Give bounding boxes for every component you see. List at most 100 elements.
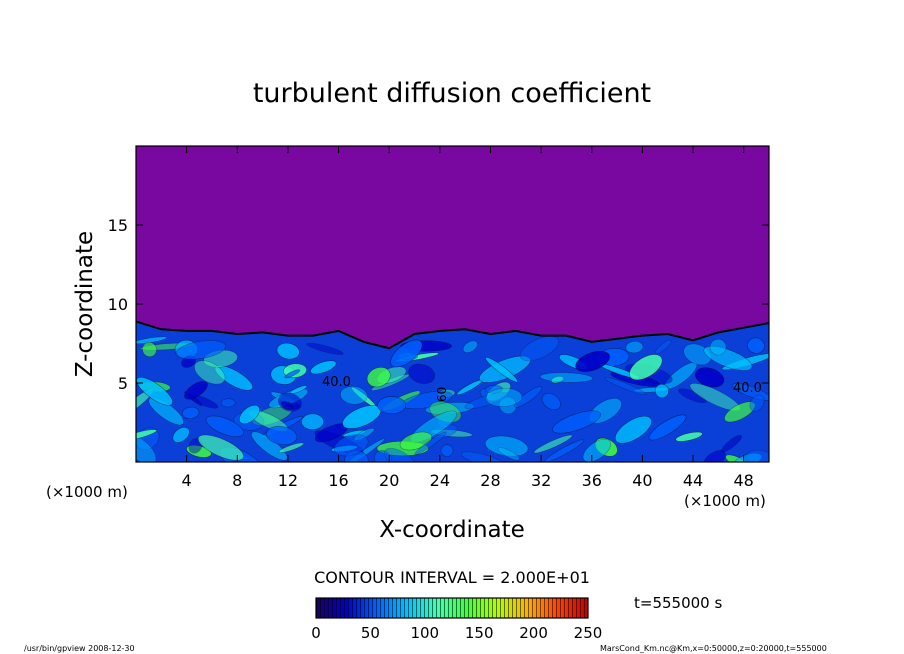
eddy-patch [702,450,726,462]
x-tick-label: 24 [430,471,450,490]
eddy-patch [461,451,507,462]
contour-interval: CONTOUR INTERVAL = 2.000E+01 [314,568,590,587]
colorbar-ticks: 0 50 100 150 200 250 [311,624,602,642]
eddy-patch [374,450,392,462]
eddy-patch [194,360,226,385]
x-tick-label: 32 [531,471,551,490]
eddy-patch [497,447,520,461]
eddy-patch [484,435,529,457]
eddy-patch [648,414,687,441]
eddy-patch [278,442,305,453]
eddy-patch [214,365,253,391]
eddy-patch [655,339,672,354]
eddy-patch [514,386,543,408]
eddy-patch [582,438,612,462]
contour-label: 60 [435,387,449,402]
x-tick-label: 12 [278,471,298,490]
y-axis-ticks: 5 10 15 [108,216,769,393]
eddy-patch [464,392,509,409]
eddy-patch [266,425,298,445]
eddy-patch [629,354,663,381]
eddy-patch [220,398,236,408]
colorbar-frame [315,597,589,619]
eddy-patch [281,401,294,410]
eddy-patch [533,434,573,454]
x-tick-label: 48 [734,471,754,490]
colorbar-tick-label: 100 [410,624,439,642]
eddy-patch [136,429,158,442]
eddy-patch [276,342,300,360]
eddy-patch [732,452,763,462]
eddy-patch [366,367,391,388]
eddy-patch [749,394,765,412]
plot-area [136,146,769,462]
eddy-patch [695,367,725,388]
eddy-patch [333,434,369,457]
eddy-patch [186,444,212,458]
x-tick-label: 40 [632,471,652,490]
x-tick-label: 8 [232,471,242,490]
eddy-patch [239,404,260,425]
x-tick-label: 28 [480,471,500,490]
eddy-patch [654,383,669,399]
eddy-patch [148,397,185,426]
x-tick-label: 16 [328,471,348,490]
eddy-patch [172,427,190,443]
x-axis-unit-right: (×1000 m) [684,492,766,510]
eddy-patch [485,357,519,383]
x-tick-label: 4 [182,471,192,490]
y-tick-label: 5 [118,374,128,393]
eddy-patch [747,337,765,354]
eddy-patch [340,386,368,405]
eddy-patch [462,340,478,353]
eddy-patch [721,434,742,453]
eddy-patch [625,340,644,354]
colorbar-tick-label: 150 [465,624,494,642]
x-axis-unit: (×1000 m) [46,483,128,501]
colorbar-tick-label: 250 [574,624,603,642]
contour-label: 40.0 [733,381,762,396]
turbulent-eddies [136,336,769,462]
eddy-patch [197,434,244,461]
eddy-patch [414,431,447,455]
eddy-patch [575,350,610,372]
eddy-patch [136,376,173,406]
time-label: t=555000 s [634,594,722,612]
eddy-patch [485,384,503,394]
colorbar-tick-label: 50 [361,624,380,642]
eddy-patch [284,369,301,379]
eddy-patch [377,396,407,415]
eddy-patch [604,377,647,396]
eddy-patch [745,449,769,462]
eddy-patch [440,444,454,457]
eddy-patch [142,341,157,358]
eddy-patch [184,381,208,400]
eddy-patch [709,338,727,356]
eddy-patch [310,360,337,375]
eddy-patch [182,406,200,420]
eddy-patch [678,388,707,404]
eddy-patch [384,447,418,462]
x-axis-ticks: 4 8 12 16 20 24 28 32 36 40 44 48 [182,146,754,490]
eddy-patch [136,434,157,462]
colorbar-stripes [316,598,588,618]
chart-title: turbulent diffusion coefficient [253,78,651,109]
eddy-patch [541,392,561,411]
y-tick-label: 10 [108,295,128,314]
y-tick-label: 15 [108,216,128,235]
colorbar-tick-label: 200 [519,624,548,642]
eddy-patch [519,336,560,362]
eddy-patch [485,387,523,407]
boundary-layer-top-contour [136,320,769,350]
eddy-patch [301,413,324,430]
footer-left: /usr/bin/gpview 2008-12-30 [24,644,135,653]
eddy-patch [175,340,227,360]
colorbar: 0 50 100 150 200 250 [311,597,602,642]
x-tick-label: 36 [582,471,602,490]
contour-label: 40.0 [322,375,351,390]
x-tick-label: 20 [379,471,399,490]
eddy-patch [306,342,344,355]
eddy-patch [408,363,436,384]
eddy-patch [614,415,652,444]
